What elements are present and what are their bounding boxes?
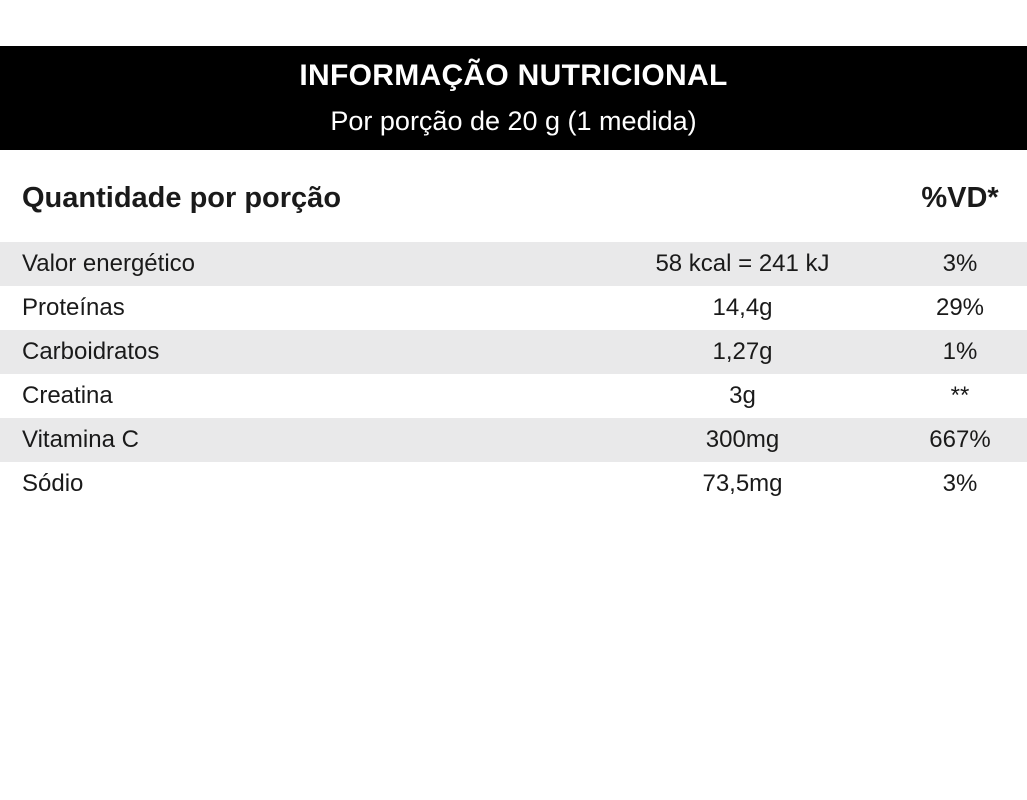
nutrient-daily-value: 3% [942,250,978,277]
table-row: Vitamina C 300mg 667% [0,418,1027,462]
nutrient-name: Sódio [22,470,84,497]
daily-value-column-heading: %VD* [921,182,999,214]
nutrient-amount: 58 kcal = 241 kJ [655,250,830,277]
quantity-column-heading: Quantidade por porção [22,182,342,214]
nutrient-amount: 300mg [705,426,780,453]
nutrient-daily-value: 3% [942,470,978,497]
nutrient-name: Vitamina C [22,426,139,453]
table-row: Proteínas 14,4g 29% [0,286,1027,330]
nutrient-amount: 1,27g [712,338,773,365]
label-header: INFORMAÇÃO NUTRICIONAL Por porção de 20 … [0,46,1027,150]
table-row: Carboidratos 1,27g 1% [0,330,1027,374]
nutrient-name: Proteínas [22,294,125,321]
nutrient-daily-value: ** [950,382,970,409]
table-row: Creatina 3g ** [0,374,1027,418]
nutrient-daily-value: 29% [935,294,985,321]
nutrient-daily-value: 1% [942,338,978,365]
nutrient-amount: 14,4g [712,294,773,321]
nutrient-daily-value: 667% [929,426,991,453]
label-title: INFORMAÇÃO NUTRICIONAL [299,59,728,92]
table-row: Sódio 73,5mg 3% [0,462,1027,506]
nutrient-name: Valor energético [22,250,195,277]
serving-size-subtitle: Por porção de 20 g (1 medida) [330,106,697,136]
nutrient-name: Creatina [22,382,113,409]
table-row: Valor energético 58 kcal = 241 kJ 3% [0,242,1027,286]
nutrient-name: Carboidratos [22,338,160,365]
nutrient-amount: 3g [729,382,756,409]
nutrient-amount: 73,5mg [702,470,783,497]
nutrient-table: Valor energético 58 kcal = 241 kJ 3% Pro… [0,242,1027,506]
